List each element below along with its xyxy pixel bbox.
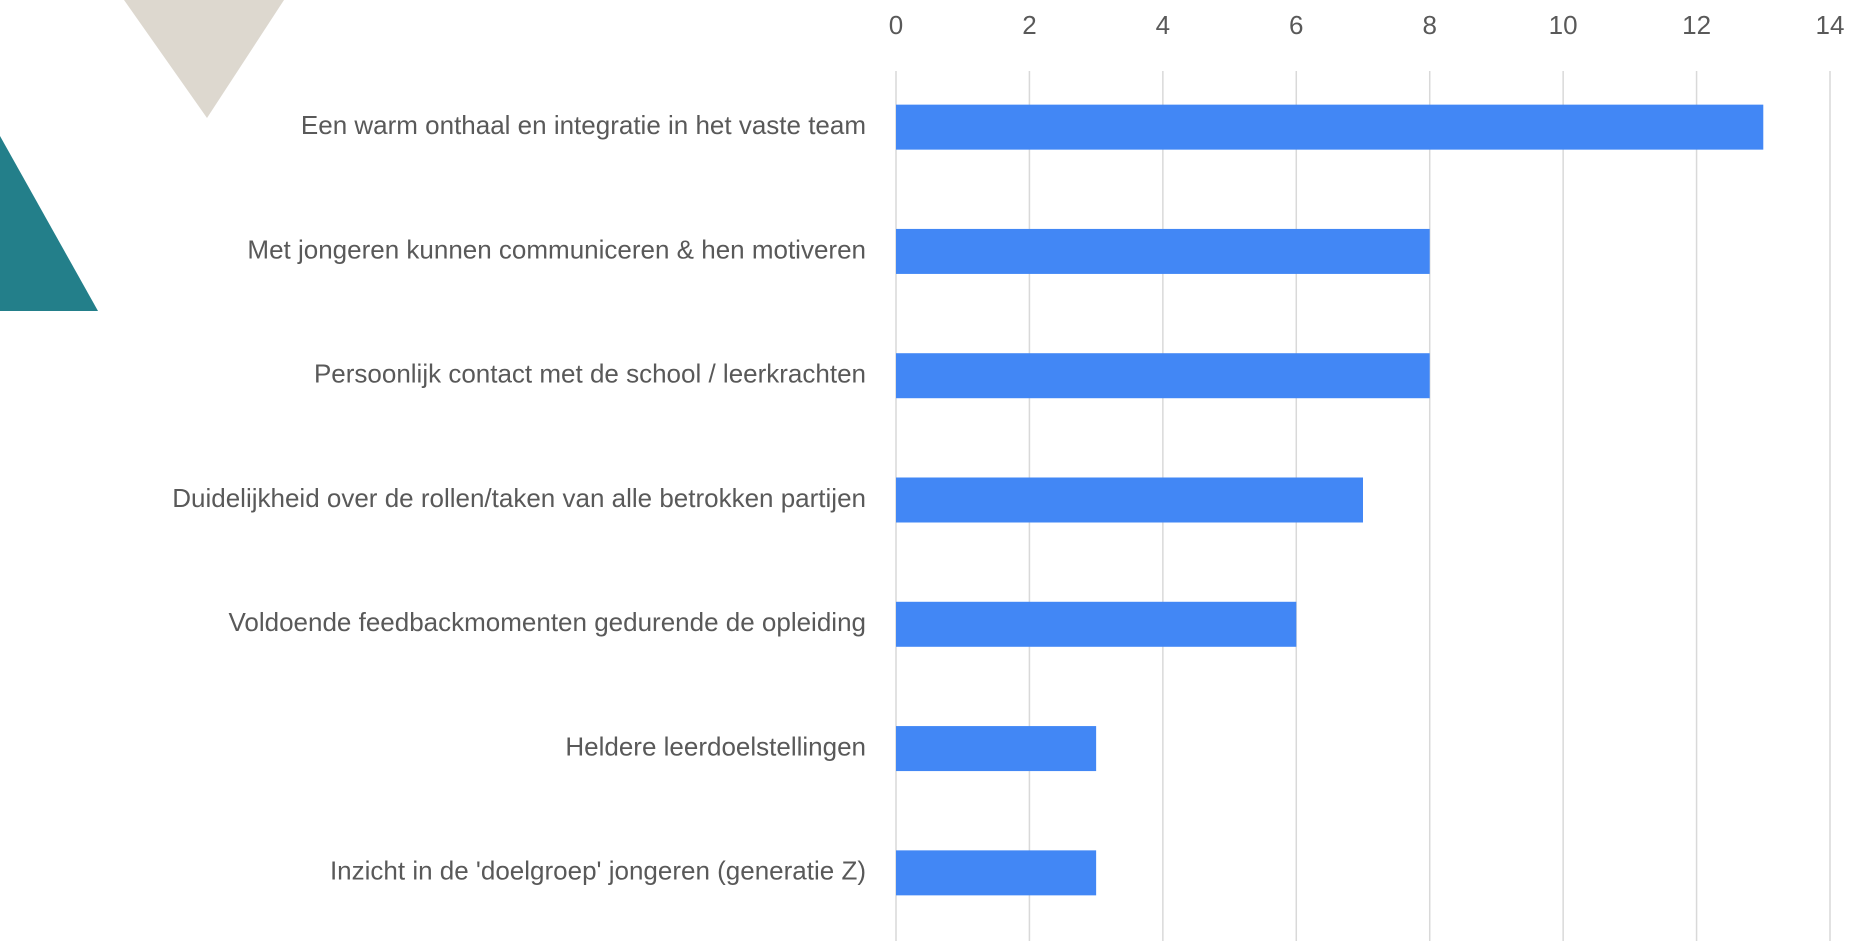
x-tick-label: 0 [889,10,903,40]
x-tick-label: 10 [1549,10,1578,40]
x-tick-label: 12 [1682,10,1711,40]
bar [896,602,1296,647]
y-tick-label: Een warm onthaal en integratie in het va… [301,110,866,140]
bar [896,850,1096,895]
bar [896,726,1096,771]
x-tick-label: 8 [1422,10,1436,40]
bar [896,229,1430,274]
bar [896,105,1763,150]
y-tick-label: Inzicht in de 'doelgroep' jongeren (gene… [330,856,866,886]
bar [896,478,1363,523]
y-tick-label: Met jongeren kunnen communiceren & hen m… [247,234,866,264]
x-tick-label: 14 [1816,10,1845,40]
y-tick-label: Duidelijkheid over de rollen/taken van a… [172,483,866,513]
chart: 0 2 4 6 8 10 12 14 Een warm onthaal en integrati… [0,0,1854,941]
x-tick-label: 4 [1156,10,1170,40]
y-tick-label: Persoonlijk contact met de school / leer… [314,359,866,389]
x-tick-label: 2 [1022,10,1036,40]
page: {"chart_data": {"type": "bar", "categori… [0,0,1854,941]
y-tick-label: Heldere leerdoelstellingen [565,731,866,761]
x-tick-label: 6 [1289,10,1303,40]
bar [896,353,1430,398]
decoration [0,136,98,311]
y-tick-label: Voldoende feedbackmomenten gedurende de … [228,607,866,637]
decoration [124,0,284,118]
